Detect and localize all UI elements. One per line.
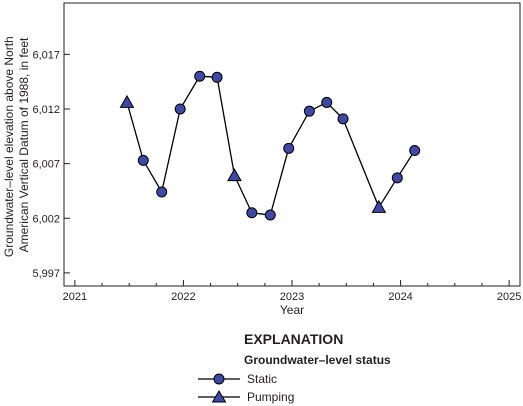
static-point <box>264 209 276 221</box>
x-tick-label: 2024 <box>388 291 412 303</box>
static-point <box>174 103 186 115</box>
y-axis-ticks: 5,997 6,002 6,007 6,012 6,017 <box>32 49 70 280</box>
groundwater-level-series <box>119 70 421 221</box>
static-point <box>246 207 258 219</box>
x-tick-label: 2021 <box>63 291 87 303</box>
static-point <box>409 145 421 157</box>
legend-subtitle: Groundwater–level status <box>244 353 391 367</box>
x-tick-label: 2022 <box>171 291 195 303</box>
static-point <box>283 142 295 154</box>
legend-static-marker <box>213 373 225 385</box>
legend-title: EXPLANATION <box>244 331 343 347</box>
series-line <box>126 75 416 216</box>
x-axis-title: Year <box>280 303 304 317</box>
y-tick-label: 6,007 <box>32 159 60 171</box>
static-point <box>337 113 349 125</box>
pumping-point <box>119 94 135 108</box>
pumping-point <box>371 199 387 213</box>
y-tick-label: 5,997 <box>32 268 60 280</box>
static-point <box>321 96 333 108</box>
y-tick-label: 6,017 <box>32 49 60 61</box>
y-tick-label: 6,002 <box>32 213 60 225</box>
static-point <box>156 186 168 198</box>
x-tick-label: 2025 <box>497 291 521 303</box>
y-axis-title-line-2: American Vertical Datum of 1988, in feet <box>17 37 31 252</box>
y-axis-title-line-1: Groundwater–level elevation above North <box>2 36 16 257</box>
y-tick-label: 6,012 <box>32 104 60 116</box>
explanation-legend: EXPLANATION Groundwater–level status Sta… <box>198 331 391 404</box>
legend-pumping-label: Pumping <box>247 390 294 404</box>
y-axis-title: Groundwater–level elevation above North … <box>2 33 31 257</box>
legend-pumping-marker <box>211 390 227 403</box>
static-point <box>391 172 403 184</box>
pumping-point <box>227 168 242 182</box>
x-axis-ticks: 2021 2022 2023 2024 2025 <box>63 280 521 303</box>
static-point <box>211 71 223 83</box>
x-tick-label: 2023 <box>280 291 304 303</box>
legend-static-label: Static <box>247 372 277 386</box>
static-point <box>303 105 315 117</box>
static-point <box>194 70 206 82</box>
static-point <box>137 154 149 166</box>
